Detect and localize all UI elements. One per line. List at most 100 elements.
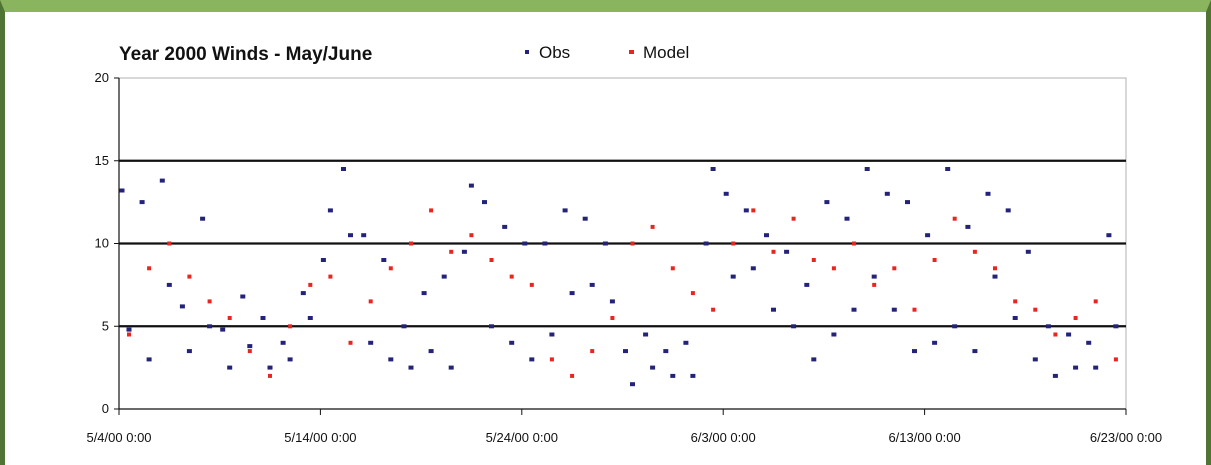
model-point — [308, 282, 313, 287]
model-point — [187, 274, 192, 279]
obs-point — [750, 266, 756, 271]
chart-title: Year 2000 Winds - May/June — [119, 44, 372, 65]
obs-point — [1045, 324, 1051, 329]
obs-point — [1025, 249, 1031, 254]
obs-point — [267, 365, 273, 370]
obs-point — [710, 167, 716, 171]
obs-point — [327, 208, 333, 213]
obs-point — [784, 249, 790, 254]
obs-point — [891, 307, 897, 312]
obs-point — [227, 365, 233, 370]
model-point — [872, 282, 877, 287]
model-point — [670, 266, 675, 271]
obs-point — [771, 307, 776, 312]
model-point — [852, 241, 856, 246]
x-tick-label: 5/4/00 0:00 — [86, 430, 151, 445]
model-point — [549, 357, 554, 362]
model-point — [650, 224, 655, 229]
model-point — [147, 266, 152, 271]
obs-point — [569, 291, 575, 296]
model-point — [811, 258, 816, 262]
obs-point — [1086, 340, 1092, 345]
obs-point — [703, 241, 709, 246]
obs-point — [884, 191, 890, 196]
obs-point — [630, 382, 635, 387]
obs-point — [1073, 365, 1079, 370]
obs-point — [126, 327, 132, 332]
obs-point — [1005, 208, 1011, 213]
obs-point — [582, 216, 588, 221]
obs-point — [905, 200, 910, 205]
model-point — [751, 208, 756, 213]
obs-point — [522, 241, 528, 246]
plot-area: 0 5 10 15 20 5/4/00 0:00 5/14/00 0:00 5/24/00 0… — [86, 70, 1162, 445]
obs-point — [549, 332, 555, 337]
model-point — [831, 266, 836, 271]
obs-point — [139, 200, 145, 205]
obs-point — [341, 167, 346, 171]
obs-point — [300, 291, 306, 296]
obs-point — [146, 357, 152, 362]
obs-point — [952, 324, 958, 329]
obs-point — [482, 200, 487, 205]
obs-point — [247, 344, 253, 349]
obs-point — [851, 307, 857, 312]
obs-point — [670, 373, 676, 378]
model-point — [509, 274, 514, 279]
obs-point — [912, 349, 917, 354]
obs-point — [489, 324, 494, 329]
obs-point — [609, 299, 615, 304]
model-point — [227, 316, 232, 320]
obs-point — [743, 208, 749, 213]
legend-label-obs: Obs — [539, 43, 570, 62]
obs-point — [428, 349, 434, 354]
obs-point — [361, 233, 367, 238]
obs-point — [864, 167, 870, 171]
model-point — [570, 373, 575, 378]
model-point — [590, 349, 595, 354]
model-point — [469, 233, 474, 238]
obs-point — [844, 216, 850, 221]
obs-point — [650, 365, 656, 370]
model-point — [489, 258, 494, 262]
obs-point — [824, 200, 830, 205]
obs-point — [965, 224, 971, 229]
x-tick-label: 5/24/00 0:00 — [486, 430, 558, 445]
model-point — [932, 258, 937, 262]
y-tick-label: 20 — [95, 70, 109, 85]
model-point — [429, 208, 434, 213]
obs-point — [179, 304, 185, 309]
obs-point — [307, 316, 313, 320]
model-point — [127, 332, 131, 337]
obs-point — [468, 183, 474, 188]
model-point — [167, 241, 172, 246]
obs-point — [992, 274, 998, 279]
model-point — [288, 324, 293, 329]
series-obs — [119, 167, 1119, 387]
obs-point — [1032, 357, 1038, 362]
obs-point — [320, 258, 326, 262]
obs-point — [1093, 365, 1099, 370]
obs-point — [502, 224, 508, 229]
obs-point — [509, 340, 515, 345]
obs-point — [932, 340, 938, 345]
obs-point — [831, 332, 837, 337]
model-point — [1053, 332, 1058, 337]
y-tick-label: 15 — [95, 153, 109, 168]
model-point — [1033, 307, 1038, 312]
model-point — [731, 241, 736, 246]
obs-point — [663, 349, 669, 354]
model-point — [771, 249, 776, 254]
model-point — [791, 216, 796, 221]
model-point — [409, 241, 413, 246]
obs-point — [1106, 233, 1112, 238]
obs-point — [683, 340, 689, 345]
y-tick-label: 0 — [102, 401, 109, 416]
obs-point — [1012, 316, 1018, 320]
model-point — [610, 316, 615, 320]
obs-point — [529, 357, 535, 362]
obs-point — [388, 357, 394, 362]
model-point — [1013, 299, 1018, 304]
chart-marks — [119, 167, 1119, 387]
obs-point — [1066, 332, 1072, 337]
